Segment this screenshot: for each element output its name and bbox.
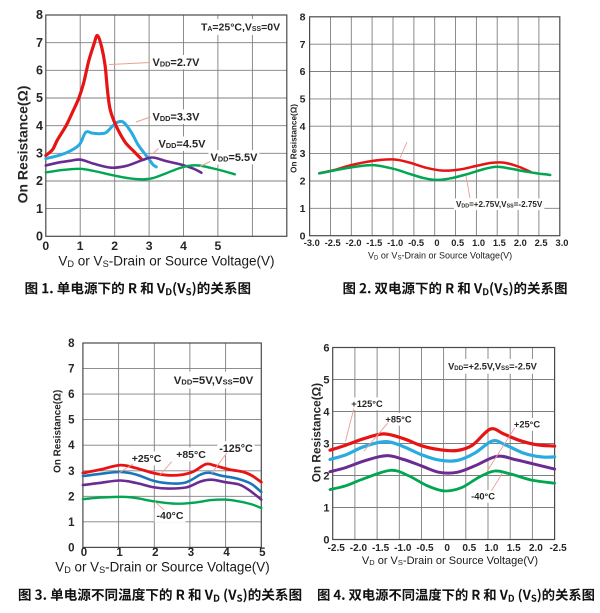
svg-text:-1.0: -1.0 [387, 238, 403, 248]
svg-text:-40°C: -40°C [471, 492, 495, 502]
svg-text:0: 0 [36, 230, 43, 244]
svg-text:3: 3 [300, 148, 306, 160]
svg-text:2: 2 [300, 176, 306, 188]
svg-text:3: 3 [146, 239, 153, 253]
svg-text:1.0: 1.0 [485, 543, 499, 554]
svg-text:3.0: 3.0 [556, 238, 569, 248]
svg-text:8: 8 [68, 338, 75, 350]
svg-text:0.5: 0.5 [462, 543, 476, 554]
svg-text:1: 1 [68, 517, 75, 529]
svg-text:VD or VS-Drain or Source Volta: VD or VS-Drain or Source Voltage(V) [55, 560, 269, 575]
svg-text:1: 1 [36, 202, 43, 216]
svg-text:2: 2 [111, 239, 118, 253]
svg-text:-1.5: -1.5 [372, 543, 390, 554]
svg-text:+85°C: +85°C [385, 415, 411, 425]
svg-text:6: 6 [323, 342, 329, 354]
svg-text:-1.5: -1.5 [366, 238, 382, 248]
svg-text:2.0: 2.0 [529, 543, 543, 554]
svg-text:-125°C: -125°C [219, 443, 253, 455]
svg-text:VDD​=5V,VSS​=0V: VDD​=5V,VSS​=0V [174, 375, 254, 387]
svg-text:5: 5 [259, 547, 266, 559]
svg-text:1: 1 [323, 502, 329, 514]
svg-text:VD or VS-Drain or Source Volta: VD or VS-Drain or Source Voltage(V) [58, 254, 274, 269]
svg-text:4: 4 [323, 406, 330, 418]
svg-text:+85°C: +85°C [176, 449, 206, 461]
svg-text:0: 0 [81, 547, 87, 559]
svg-text:2: 2 [36, 174, 43, 188]
svg-text:-2.5: -2.5 [325, 238, 341, 248]
svg-text:-2.5: -2.5 [328, 543, 346, 554]
svg-text:VD or VS-Drain or Source Volta: VD or VS-Drain or Source Voltage(V) [368, 251, 512, 262]
svg-text:VD or VS-Drain or Source Volta: VD or VS-Drain or Source Voltage(V) [362, 555, 538, 567]
svg-text:5: 5 [323, 374, 329, 386]
svg-text:6: 6 [36, 64, 43, 78]
svg-text:VDD​=2.7V: VDD​=2.7V [153, 57, 201, 69]
svg-text:0.5: 0.5 [451, 238, 464, 248]
svg-text:TA​=25°C,VSS​=0V: TA​=25°C,VSS​=0V [201, 22, 280, 34]
svg-text:4: 4 [180, 239, 187, 253]
svg-text:-2.5: -2.5 [549, 543, 567, 554]
svg-text:6: 6 [68, 389, 74, 401]
svg-text:5: 5 [300, 94, 306, 106]
svg-text:On Resistance(Ω): On Resistance(Ω) [310, 383, 324, 482]
svg-text:0: 0 [68, 542, 74, 554]
svg-text:2: 2 [152, 547, 158, 559]
svg-text:4: 4 [68, 440, 75, 452]
svg-text:-0.5: -0.5 [416, 543, 434, 554]
svg-text:+25°C: +25°C [514, 420, 540, 430]
svg-text:4: 4 [300, 121, 306, 133]
svg-text:-2.0: -2.0 [350, 543, 368, 554]
svg-text:-3.0: -3.0 [304, 238, 320, 248]
svg-text:1.5: 1.5 [493, 238, 506, 248]
svg-text:0: 0 [42, 239, 49, 253]
svg-text:0: 0 [300, 230, 306, 242]
svg-text:VDD​=4.5V: VDD​=4.5V [159, 139, 207, 151]
svg-text:1: 1 [116, 547, 123, 559]
svg-text:1: 1 [77, 239, 84, 253]
svg-text:VDD​=+2.75V,VSS​=-2.75V: VDD​=+2.75V,VSS​=-2.75V [456, 200, 543, 209]
svg-text:7: 7 [68, 364, 74, 376]
svg-text:On Resistance(Ω): On Resistance(Ω) [15, 86, 31, 204]
svg-text:5: 5 [36, 91, 43, 105]
svg-text:4: 4 [36, 119, 43, 133]
svg-text:7: 7 [36, 36, 43, 50]
svg-text:-40°C: -40°C [157, 510, 184, 522]
svg-text:4: 4 [223, 547, 230, 559]
svg-text:-2.0: -2.0 [345, 238, 361, 248]
svg-text:+25°C: +25°C [132, 453, 162, 465]
svg-text:3: 3 [188, 547, 194, 559]
svg-text:3: 3 [323, 438, 329, 450]
svg-text:1: 1 [300, 203, 306, 215]
svg-text:-0.5: -0.5 [408, 238, 424, 248]
svg-text:3: 3 [68, 466, 74, 478]
svg-text:On Resistance(Ω): On Resistance(Ω) [290, 104, 299, 173]
svg-text:8: 8 [300, 11, 306, 23]
svg-text:2: 2 [68, 491, 74, 503]
svg-text:2.5: 2.5 [535, 238, 548, 248]
svg-text:1.5: 1.5 [507, 543, 521, 554]
svg-text:VDD​=3.3V: VDD​=3.3V [153, 112, 201, 124]
svg-text:0: 0 [434, 238, 439, 248]
svg-text:7: 7 [300, 39, 306, 51]
svg-text:6: 6 [300, 66, 306, 78]
svg-text:8: 8 [36, 8, 43, 22]
svg-text:VDD​=+2.5V,VSS​=-2.5V: VDD​=+2.5V,VSS​=-2.5V [448, 362, 538, 373]
svg-text:VDD​=5.5V: VDD​=5.5V [211, 152, 259, 164]
svg-text:5: 5 [68, 415, 75, 427]
svg-text:5: 5 [215, 239, 222, 253]
svg-text:3: 3 [36, 147, 43, 161]
svg-text:+125°C: +125°C [351, 399, 383, 409]
svg-text:0: 0 [444, 543, 450, 554]
svg-text:-1.0: -1.0 [394, 543, 412, 554]
svg-text:0: 0 [323, 534, 329, 546]
svg-text:On Resistance(Ω): On Resistance(Ω) [53, 390, 64, 473]
svg-text:1.0: 1.0 [472, 238, 485, 248]
svg-text:2: 2 [323, 470, 329, 482]
svg-text:2.0: 2.0 [514, 238, 527, 248]
